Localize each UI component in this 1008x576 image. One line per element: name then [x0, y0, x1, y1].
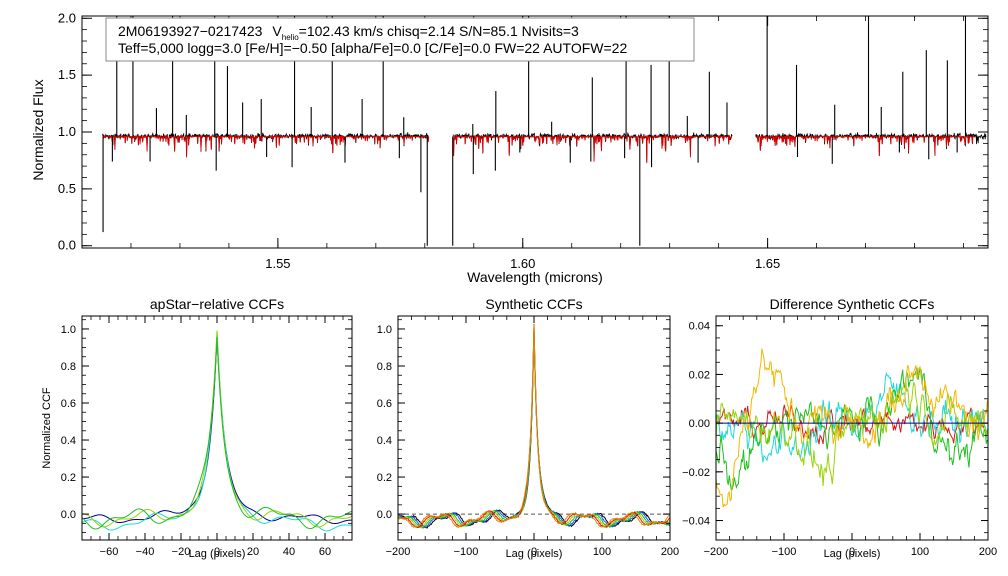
x-tick-label: 0: [531, 546, 537, 558]
apstar-ccf-line: [82, 336, 352, 525]
y-tick-label: 0.02: [689, 369, 710, 381]
x-tick-label: 100: [593, 546, 611, 558]
y-tick-label: 0.04: [689, 321, 710, 333]
info-line-1: 2M06193927−0217423 Vhelio=102.43 km/s chi…: [118, 23, 579, 42]
difference-ccf-traces: [716, 348, 988, 508]
spectrum-xlabel: Wavelength (microns): [467, 269, 603, 285]
x-tick-label: −100: [454, 546, 479, 558]
y-tick-label: 0.2: [377, 472, 392, 484]
y-tick-label: 0.0: [61, 509, 76, 521]
y-tick-label: 1.0: [61, 324, 76, 336]
x-tick-label: 200: [979, 546, 997, 558]
spectrum-ticks: 1.55 1.60 1.65 0.0 0.5 1.0 1.5 2.0: [58, 10, 988, 271]
difference-ccf-ticks: −200 −100 0 100 200 −0.04 −0.02 0.00 0.02 0.04: [682, 316, 997, 558]
synthetic-ccf-line: [398, 325, 670, 528]
x-tick-label: −20: [172, 546, 191, 558]
synthetic-ccf-line: [398, 327, 670, 529]
y-tick-label: −0.02: [682, 467, 710, 479]
model-spectrum-line: [755, 134, 975, 157]
synthetic-ccf-line: [398, 325, 670, 529]
apstar-ccf-ylabel: Normalized CCF: [41, 387, 53, 469]
x-tick-label: 0: [849, 546, 855, 558]
spectrum-info-box: [105, 17, 695, 62]
info-line-2: Teff=5,000 logg=3.0 [Fe/H]=−0.50 [alpha/…: [118, 40, 627, 56]
y-tick-label: 0.6: [377, 398, 392, 410]
synthetic-ccf-line: [398, 323, 670, 529]
synthetic-ccf-xlabel: Lag (pixels): [506, 548, 563, 560]
apstar-ccf-title: apStar−relative CCFs: [150, 296, 284, 312]
difference-ccf-xlabel: Lag (pixels): [824, 548, 881, 560]
y-tick-label: 1.5: [58, 67, 76, 82]
synthetic-ccf-ticks: −200 −100 0 100 200 0.0 0.2 0.4 0.6 0.8 1.0: [377, 316, 679, 558]
y-tick-label: 1.0: [377, 324, 392, 336]
x-tick-label: −100: [772, 546, 797, 558]
model-spectrum-line: [102, 134, 430, 158]
apstar-ccf-line: [82, 330, 352, 532]
y-tick-label: 0.00: [689, 418, 710, 430]
y-tick-label: 0.5: [58, 181, 76, 196]
synthetic-ccf-panel: −200 −100 0 100 200 0.0 0.2 0.4 0.6 0.8 1.0 Synthe…: [377, 296, 679, 560]
spectrum-panel: 1.55 1.60 1.65 0.0 0.5 1.0 1.5 2.0 2M06193927−0…: [30, 10, 989, 285]
synthetic-ccf-title: Synthetic CCFs: [485, 296, 582, 312]
x-tick-label: 200: [661, 546, 679, 558]
y-tick-label: 0.4: [377, 435, 392, 447]
difference-ccf-title: Difference Synthetic CCFs: [770, 296, 935, 312]
y-tick-label: −0.04: [682, 516, 710, 528]
y-tick-label: 0.6: [61, 398, 76, 410]
apstar-ccf-xlabel: Lag (pixels): [189, 548, 246, 560]
synthetic-ccf-line: [398, 331, 670, 529]
x-tick-label: −60: [100, 546, 119, 558]
difference-ccf-line: [716, 366, 988, 491]
synthetic-ccf-traces: [398, 323, 670, 529]
spectrum-ylabel: Normalized Flux: [30, 79, 46, 180]
x-tick-label: 1.60: [510, 256, 535, 271]
x-tick-label: 0: [214, 546, 220, 558]
apstar-ccf-line: [82, 336, 352, 530]
difference-ccf-panel: −200 −100 0 100 200 −0.04 −0.02 0.00 0.02 0.04 Di…: [682, 296, 997, 560]
x-tick-label: −200: [386, 546, 411, 558]
y-tick-label: 0.2: [61, 472, 76, 484]
apstar-ccf-frame: [81, 315, 353, 541]
x-tick-label: 1.65: [755, 256, 780, 271]
apstar-ccf-line: [82, 330, 352, 528]
y-tick-label: 2.0: [58, 10, 76, 25]
y-tick-label: 0.8: [61, 361, 76, 373]
x-tick-label: 20: [247, 546, 259, 558]
x-tick-label: −40: [136, 546, 155, 558]
apstar-ccf-panel: −60 −40 −20 0 20 40 60 0.0 0.2 0.4 0.6 0.8 1.0 apSta…: [41, 296, 353, 560]
y-tick-label: 0.0: [377, 509, 392, 521]
synthetic-ccf-line: [398, 324, 670, 529]
y-tick-label: 0.4: [61, 435, 76, 447]
x-tick-label: −200: [704, 546, 729, 558]
y-tick-label: 0.0: [58, 238, 76, 253]
x-tick-label: 60: [319, 546, 331, 558]
x-tick-label: 100: [911, 546, 929, 558]
difference-ccf-line: [716, 348, 988, 508]
apstar-ccf-ticks: −60 −40 −20 0 20 40 60 0.0 0.2 0.4 0.6 0.8 1.0: [61, 316, 353, 558]
y-tick-label: 0.8: [377, 361, 392, 373]
y-tick-label: 1.0: [58, 124, 76, 139]
x-tick-label: 1.55: [265, 256, 290, 271]
x-tick-label: 40: [283, 546, 295, 558]
apstar-ccf-traces: [82, 330, 352, 532]
